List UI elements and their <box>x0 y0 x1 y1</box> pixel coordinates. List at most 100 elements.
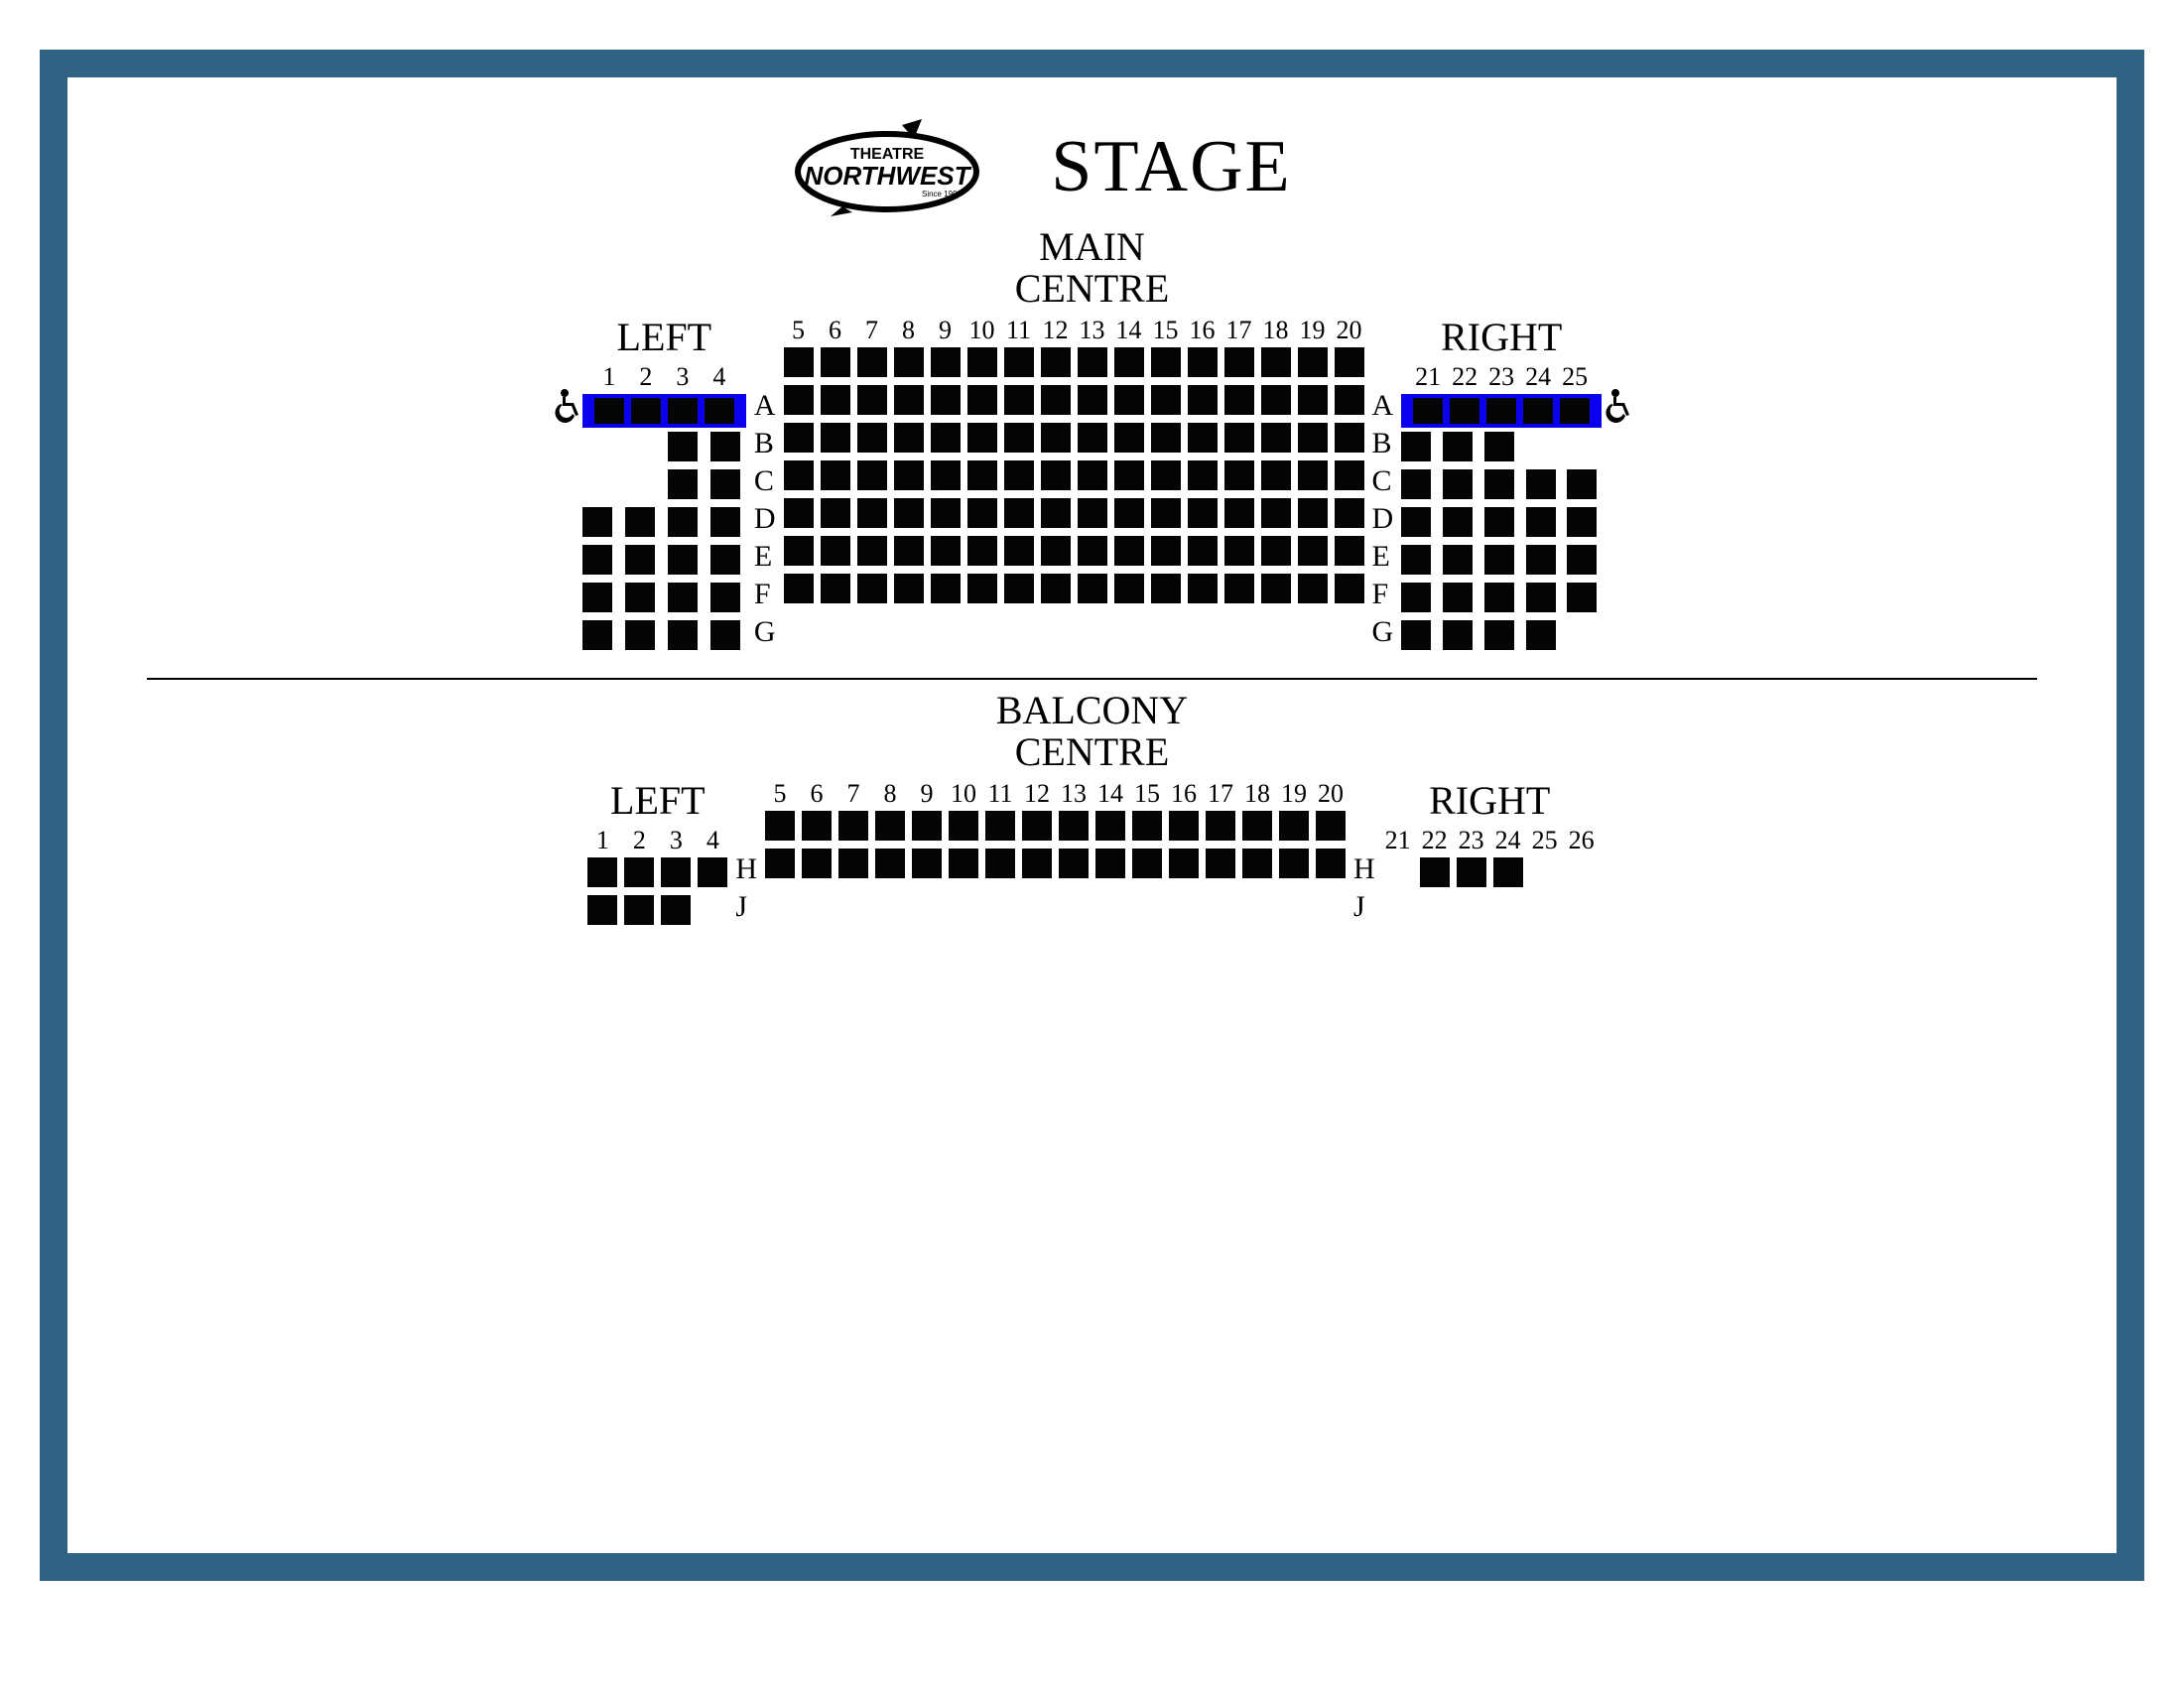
seat[interactable] <box>668 469 698 499</box>
seat[interactable] <box>784 574 814 603</box>
seat[interactable] <box>1261 385 1291 415</box>
seat[interactable] <box>1443 620 1473 650</box>
seat[interactable] <box>710 583 740 612</box>
seat[interactable] <box>821 423 850 453</box>
seat[interactable] <box>1004 385 1034 415</box>
seat[interactable] <box>594 398 624 424</box>
seat[interactable] <box>1114 574 1144 603</box>
seat[interactable] <box>1224 347 1254 377</box>
seat[interactable] <box>857 460 887 490</box>
seat[interactable] <box>857 423 887 453</box>
seat[interactable] <box>1224 460 1254 490</box>
seat[interactable] <box>710 507 740 537</box>
seat[interactable] <box>1401 583 1431 612</box>
seat[interactable] <box>949 811 978 841</box>
seat[interactable] <box>1114 423 1144 453</box>
seat[interactable] <box>1224 385 1254 415</box>
seat[interactable] <box>1526 507 1556 537</box>
seat[interactable] <box>1078 460 1107 490</box>
seat[interactable] <box>1279 849 1309 878</box>
seat[interactable] <box>1022 811 1052 841</box>
seat[interactable] <box>1450 398 1479 424</box>
seat[interactable] <box>1298 385 1328 415</box>
seat[interactable] <box>1041 574 1071 603</box>
seat[interactable] <box>624 895 654 925</box>
seat[interactable] <box>668 583 698 612</box>
seat[interactable] <box>1298 574 1328 603</box>
seat[interactable] <box>582 507 612 537</box>
seat[interactable] <box>625 507 655 537</box>
seat[interactable] <box>1401 469 1431 499</box>
seat[interactable] <box>1041 423 1071 453</box>
seat[interactable] <box>1041 498 1071 528</box>
seat[interactable] <box>1484 432 1514 461</box>
seat[interactable] <box>1114 460 1144 490</box>
seat[interactable] <box>1335 385 1364 415</box>
seat[interactable] <box>802 811 832 841</box>
seat[interactable] <box>821 536 850 566</box>
seat[interactable] <box>1523 398 1553 424</box>
seat[interactable] <box>1484 545 1514 575</box>
seat[interactable] <box>1059 811 1089 841</box>
seat[interactable] <box>894 385 924 415</box>
seat[interactable] <box>1078 385 1107 415</box>
seat[interactable] <box>1004 574 1034 603</box>
seat[interactable] <box>875 811 905 841</box>
seat[interactable] <box>668 432 698 461</box>
seat[interactable] <box>931 347 961 377</box>
seat[interactable] <box>1526 545 1556 575</box>
seat[interactable] <box>1316 811 1346 841</box>
seat[interactable] <box>1132 811 1162 841</box>
seat[interactable] <box>1242 849 1272 878</box>
seat[interactable] <box>1114 498 1144 528</box>
seat[interactable] <box>1151 460 1181 490</box>
seat[interactable] <box>1298 423 1328 453</box>
seat[interactable] <box>1298 536 1328 566</box>
seat[interactable] <box>784 498 814 528</box>
seat[interactable] <box>821 347 850 377</box>
seat[interactable] <box>1188 385 1218 415</box>
seat[interactable] <box>784 385 814 415</box>
seat[interactable] <box>710 432 740 461</box>
seat[interactable] <box>1443 469 1473 499</box>
seat[interactable] <box>1004 347 1034 377</box>
seat[interactable] <box>1413 398 1443 424</box>
seat[interactable] <box>949 849 978 878</box>
seat[interactable] <box>668 545 698 575</box>
seat[interactable] <box>875 849 905 878</box>
seat[interactable] <box>1567 583 1597 612</box>
seat[interactable] <box>1224 574 1254 603</box>
seat[interactable] <box>857 347 887 377</box>
seat[interactable] <box>1298 498 1328 528</box>
seat[interactable] <box>668 507 698 537</box>
seat[interactable] <box>1298 460 1328 490</box>
seat[interactable] <box>1078 347 1107 377</box>
seat[interactable] <box>1041 385 1071 415</box>
seat[interactable] <box>1041 460 1071 490</box>
seat[interactable] <box>631 398 661 424</box>
seat[interactable] <box>784 460 814 490</box>
seat[interactable] <box>1188 460 1218 490</box>
seat[interactable] <box>894 423 924 453</box>
seat[interactable] <box>967 423 997 453</box>
seat[interactable] <box>1242 811 1272 841</box>
seat[interactable] <box>1188 498 1218 528</box>
seat[interactable] <box>1484 583 1514 612</box>
seat[interactable] <box>1298 347 1328 377</box>
seat[interactable] <box>912 811 942 841</box>
seat[interactable] <box>1261 460 1291 490</box>
seat[interactable] <box>582 545 612 575</box>
seat[interactable] <box>931 536 961 566</box>
seat[interactable] <box>1206 811 1235 841</box>
seat[interactable] <box>1224 498 1254 528</box>
seat[interactable] <box>802 849 832 878</box>
seat[interactable] <box>931 423 961 453</box>
seat[interactable] <box>1041 536 1071 566</box>
seat[interactable] <box>1526 469 1556 499</box>
seat[interactable] <box>1004 498 1034 528</box>
seat[interactable] <box>894 574 924 603</box>
seat[interactable] <box>838 849 868 878</box>
seat[interactable] <box>857 498 887 528</box>
seat[interactable] <box>1004 423 1034 453</box>
seat[interactable] <box>1261 536 1291 566</box>
